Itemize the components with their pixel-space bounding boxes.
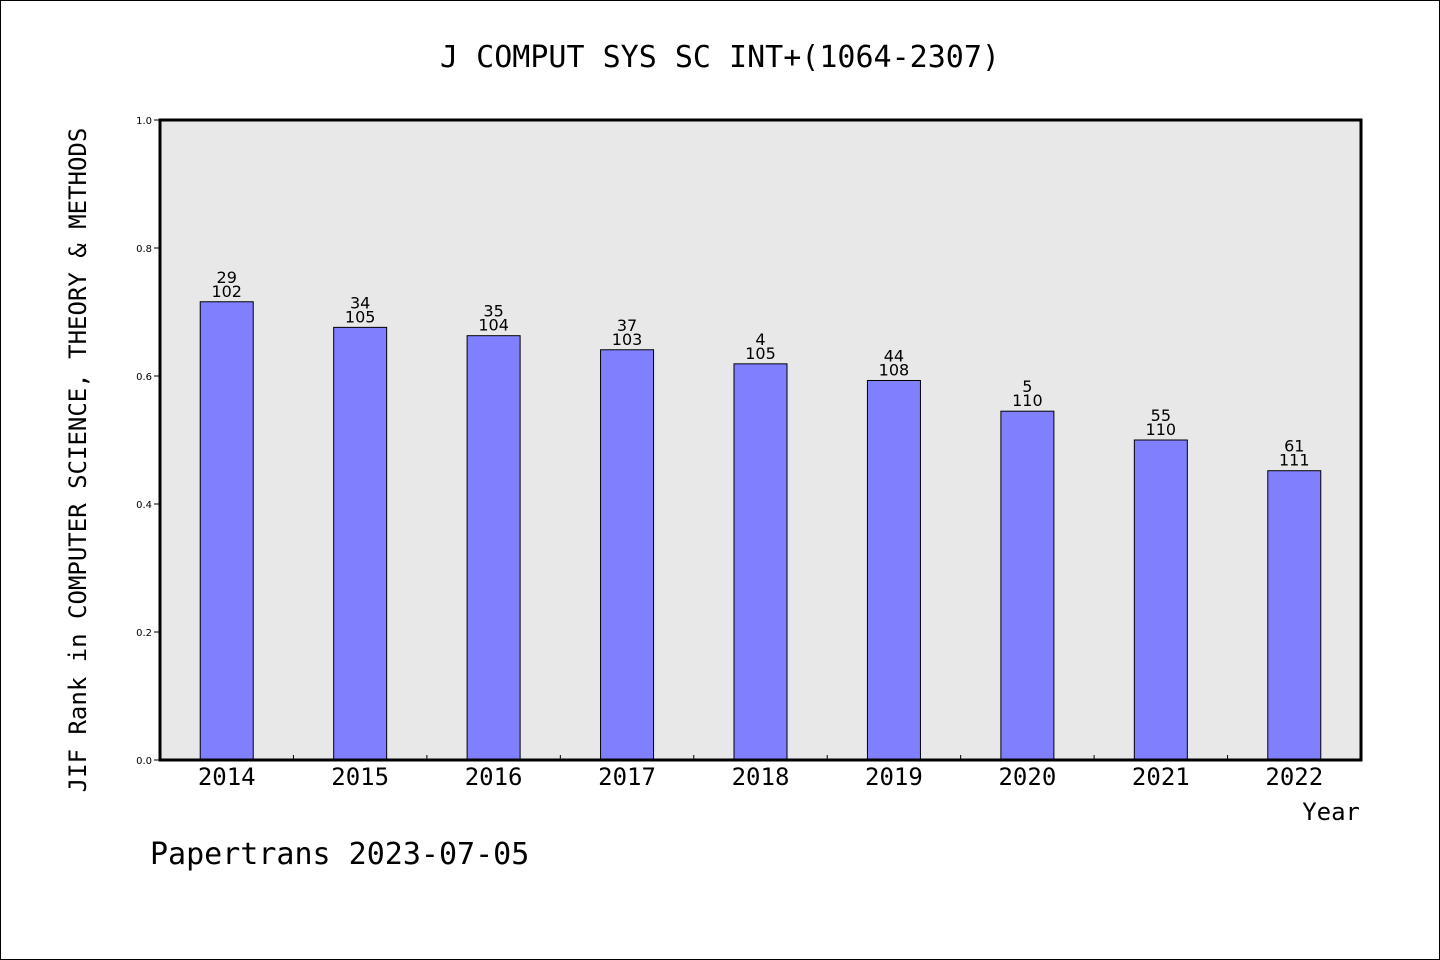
bar-rank-label: 55 [1151, 406, 1171, 425]
x-axis-label: Year [1302, 798, 1360, 826]
bar-2021 [1133, 439, 1188, 761]
bar-rank-label: 44 [884, 346, 904, 365]
x-tick-label: 2015 [331, 763, 389, 791]
x-tick-label: 2017 [598, 763, 656, 791]
bar-total-label: 102 [211, 282, 242, 301]
bar-2019 [866, 379, 921, 761]
y-tick-label: 0.4 [136, 500, 152, 511]
bar-2022 [1267, 470, 1322, 761]
bar-rank-label: 35 [483, 302, 503, 321]
bar-2018 [733, 363, 788, 761]
x-tick-label: 2014 [198, 763, 256, 791]
y-tick-label: 0.6 [136, 372, 152, 383]
x-tick-label: 2018 [732, 763, 790, 791]
bar-total-label: 105 [345, 307, 376, 326]
ticks-group: 0.0 0.2 0.4 0.6 0.8 1.0 2014 2015 2016 2017 2018 20… [136, 116, 1323, 791]
bar-rank-label: 4 [755, 330, 765, 349]
x-tick-label: 2020 [998, 763, 1056, 791]
bar-total-label: 110 [1012, 391, 1043, 410]
x-tick-label: 2016 [465, 763, 523, 791]
x-tick-label: 2021 [1132, 763, 1190, 791]
bar-2020 [1000, 410, 1055, 761]
bar-2014 [199, 301, 254, 761]
bar-total-label: 110 [1146, 420, 1177, 439]
bar-total-label: 103 [612, 330, 643, 349]
bar-2015 [333, 326, 388, 761]
bar-rank-label: 5 [1022, 377, 1032, 396]
bar-total-label: 111 [1279, 451, 1310, 470]
bar-rank-label: 37 [617, 316, 637, 335]
y-axis-label: JIF Rank in COMPUTER SCIENCE, THEORY & M… [64, 128, 92, 793]
chart-title: J COMPUT SYS SC INT+(1064-2307) [440, 40, 1000, 75]
bar-rank-label: 34 [350, 293, 370, 312]
x-tick-label: 2022 [1265, 763, 1323, 791]
y-tick-label: 0.8 [136, 244, 152, 255]
bar-total-label: 108 [879, 360, 910, 379]
bar-total-label: 105 [745, 344, 776, 363]
y-tick-label: 0.0 [136, 756, 152, 767]
footer-text: Papertrans 2023-07-05 [150, 837, 529, 872]
y-tick-label: 1.0 [136, 116, 152, 127]
bar-rank-label: 29 [217, 268, 237, 287]
bar-2016 [466, 335, 521, 761]
bar-rank-label: 61 [1284, 437, 1304, 456]
x-tick-label: 2019 [865, 763, 923, 791]
plot-border [158, 118, 1363, 762]
y-tick-label: 0.2 [136, 628, 152, 639]
bar-total-label: 104 [478, 316, 509, 335]
bar-2017 [600, 349, 655, 761]
